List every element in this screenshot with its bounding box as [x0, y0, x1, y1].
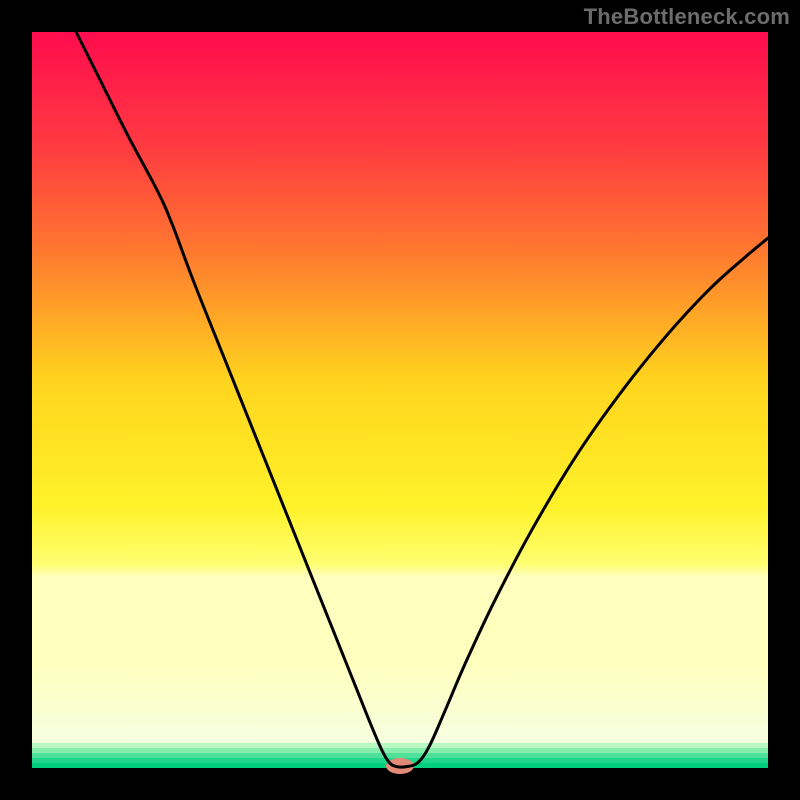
- green-stripe-2: [32, 753, 768, 758]
- chart-stage: TheBottleneck.com: [0, 0, 800, 800]
- gradient-pale-band: [32, 665, 768, 743]
- watermark-label: TheBottleneck.com: [584, 4, 790, 30]
- green-stripe-1: [32, 748, 768, 753]
- chart-svg: [0, 0, 800, 800]
- gradient-main: [32, 32, 768, 665]
- green-stripe-0: [32, 743, 768, 748]
